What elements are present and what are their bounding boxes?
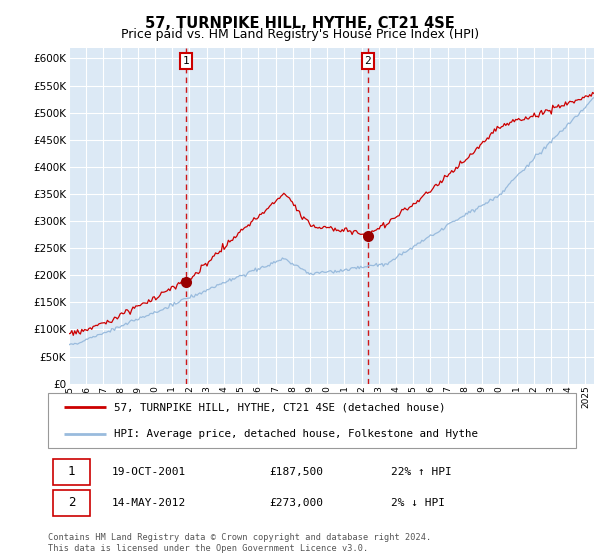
- Text: 14-MAY-2012: 14-MAY-2012: [112, 498, 185, 507]
- Text: 19-OCT-2001: 19-OCT-2001: [112, 467, 185, 477]
- Text: 2% ↓ HPI: 2% ↓ HPI: [391, 498, 445, 507]
- Text: 1: 1: [68, 465, 76, 478]
- Text: 57, TURNPIKE HILL, HYTHE, CT21 4SE: 57, TURNPIKE HILL, HYTHE, CT21 4SE: [145, 16, 455, 31]
- FancyBboxPatch shape: [53, 459, 90, 485]
- Text: Contains HM Land Registry data © Crown copyright and database right 2024.: Contains HM Land Registry data © Crown c…: [48, 533, 431, 542]
- Text: 57, TURNPIKE HILL, HYTHE, CT21 4SE (detached house): 57, TURNPIKE HILL, HYTHE, CT21 4SE (deta…: [114, 403, 445, 412]
- Text: Price paid vs. HM Land Registry's House Price Index (HPI): Price paid vs. HM Land Registry's House …: [121, 28, 479, 41]
- FancyBboxPatch shape: [48, 393, 576, 448]
- Text: 22% ↑ HPI: 22% ↑ HPI: [391, 467, 452, 477]
- Text: This data is licensed under the Open Government Licence v3.0.: This data is licensed under the Open Gov…: [48, 544, 368, 553]
- Text: 1: 1: [182, 56, 190, 66]
- FancyBboxPatch shape: [53, 489, 90, 516]
- Text: HPI: Average price, detached house, Folkestone and Hythe: HPI: Average price, detached house, Folk…: [114, 429, 478, 438]
- Text: 2: 2: [365, 56, 371, 66]
- Text: 2: 2: [68, 496, 76, 509]
- Text: £187,500: £187,500: [270, 467, 324, 477]
- Text: £273,000: £273,000: [270, 498, 324, 507]
